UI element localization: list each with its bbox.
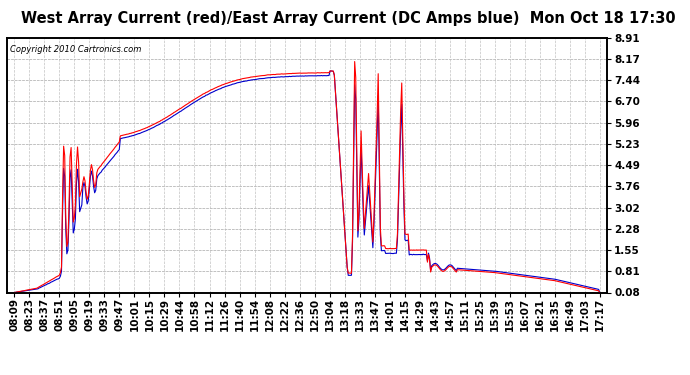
Text: Copyright 2010 Cartronics.com: Copyright 2010 Cartronics.com bbox=[10, 45, 141, 54]
Text: West Array Current (red)/East Array Current (DC Amps blue)  Mon Oct 18 17:30: West Array Current (red)/East Array Curr… bbox=[21, 11, 676, 26]
